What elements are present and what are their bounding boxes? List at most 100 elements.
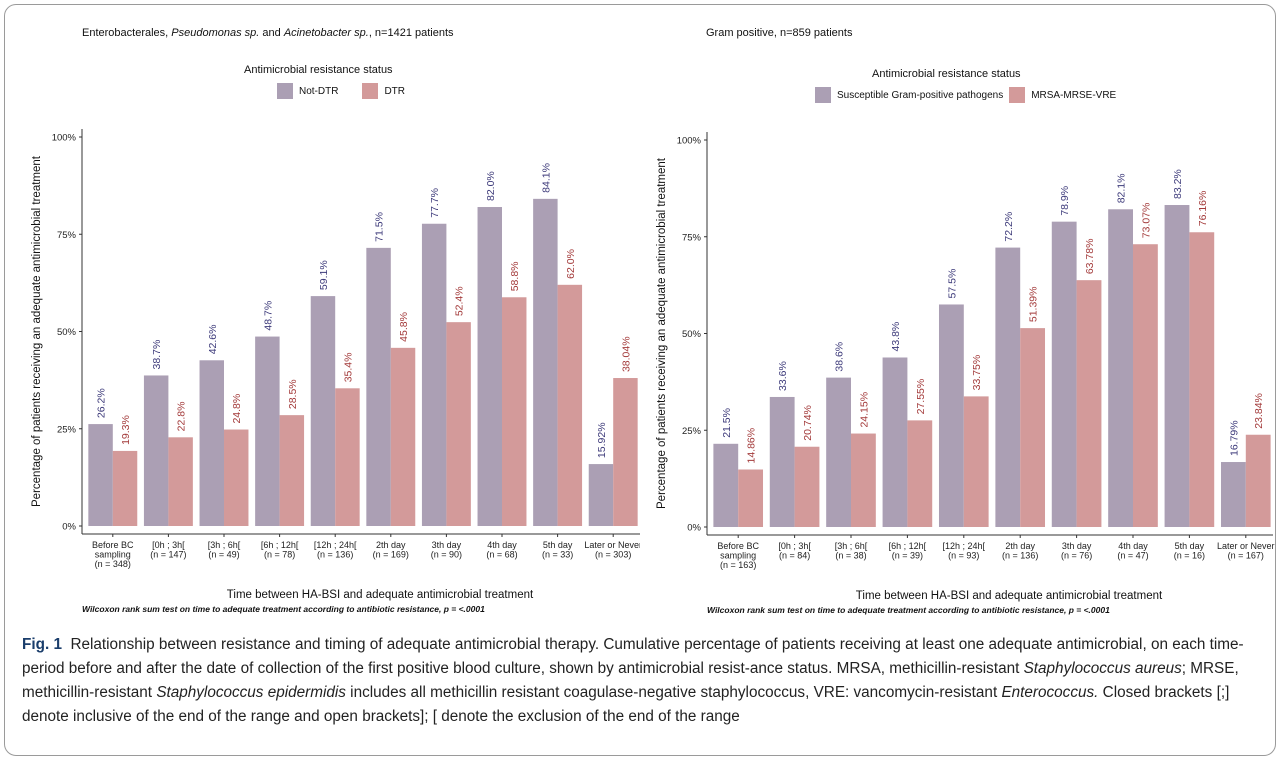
y-axis-label: Percentage of patients receiving an adeq… — [31, 155, 43, 507]
bar — [1220, 462, 1246, 527]
x-tick-label: (n = 136) — [1002, 551, 1038, 561]
panel-1-legend-title: Antimicrobial resistance status — [244, 64, 393, 76]
wilcoxon-note: Wilcoxon rank sum test on time to adequa… — [707, 605, 1110, 615]
data-label: 33.75% — [971, 355, 983, 391]
data-label: 43.8% — [890, 322, 902, 352]
x-tick-label: 5th day — [543, 540, 573, 550]
x-tick-label: (n = 136) — [317, 550, 353, 560]
data-label: 14.86% — [746, 428, 758, 464]
data-label: 48.7% — [262, 301, 274, 331]
data-label: 33.6% — [777, 361, 789, 391]
bar — [882, 357, 908, 527]
bar — [1189, 232, 1215, 527]
data-label: 28.5% — [287, 379, 299, 409]
legend-swatch-dtr — [362, 83, 379, 99]
data-label: 72.2% — [1003, 212, 1015, 242]
x-tick-label: sampling — [95, 550, 131, 560]
bar — [769, 396, 795, 527]
x-tick-label: [0h ; 3h[ — [778, 541, 811, 551]
data-label: 19.3% — [120, 415, 132, 445]
data-label: 63.78% — [1084, 239, 1096, 275]
bar — [588, 464, 614, 526]
bar — [88, 424, 113, 526]
bar — [502, 297, 527, 526]
bar — [1133, 244, 1158, 527]
data-label: 45.8% — [398, 312, 410, 342]
x-tick-label: (n = 163) — [720, 560, 756, 570]
bar — [446, 322, 471, 526]
data-label: 22.8% — [176, 402, 188, 432]
bar — [713, 443, 739, 527]
data-label: 38.04% — [620, 336, 632, 372]
bar — [477, 207, 502, 526]
panel-2-legend-title: Antimicrobial resistance status — [872, 68, 1021, 80]
x-tick-label: 3th day — [432, 540, 462, 550]
y-tick-label: 50% — [682, 329, 702, 340]
wilcoxon-note: Wilcoxon rank sum test on time to adequa… — [82, 604, 485, 614]
data-label: 73.07% — [1140, 203, 1152, 239]
bar — [143, 375, 169, 526]
y-tick-label: 0% — [687, 523, 701, 534]
bar — [1051, 221, 1077, 528]
legend-label-not-dtr: Not-DTR — [299, 85, 339, 97]
data-label: 77.7% — [429, 188, 441, 218]
data-label: 16.79% — [1228, 420, 1240, 456]
bar — [1076, 280, 1102, 527]
y-tick-label: 25% — [682, 426, 702, 437]
panel-1-legend: Not-DTR DTR — [277, 83, 405, 99]
bar — [1108, 209, 1133, 527]
bar — [963, 396, 989, 527]
bar — [255, 336, 280, 526]
data-label: 38.6% — [834, 342, 846, 372]
y-tick-label: 50% — [57, 327, 77, 338]
bar — [938, 304, 964, 527]
panel-1-title: Enterobacterales, Pseudomonas sp. and Ac… — [82, 27, 454, 39]
y-tick-label: 75% — [682, 232, 702, 243]
x-tick-label: (n = 47) — [1117, 551, 1148, 561]
x-tick-label: 4th day — [1118, 541, 1148, 551]
bar — [199, 360, 224, 526]
data-label: 59.1% — [318, 260, 330, 290]
x-tick-label: [6h ; 12h[ — [261, 540, 299, 550]
y-tick-label: 100% — [677, 136, 702, 147]
data-label: 20.74% — [802, 405, 814, 441]
x-tick-label: 2th day — [1005, 541, 1035, 551]
data-label: 24.8% — [231, 394, 243, 424]
bar — [112, 450, 138, 526]
bar — [1245, 434, 1271, 527]
bar-chart-gram-positive: 0% 25% 50% 75% 100% Percentage of patients re… — [656, 132, 1275, 615]
data-label: 52.4% — [454, 286, 466, 316]
x-tick-label: (n = 78) — [264, 550, 295, 560]
bar — [613, 378, 638, 526]
bar — [421, 223, 447, 526]
data-label: 62.0% — [565, 249, 577, 279]
x-tick-label: (n = 16) — [1174, 551, 1205, 561]
x-tick-label: (n = 49) — [208, 550, 239, 560]
bar — [279, 415, 305, 526]
panel-2-legend: Susceptible Gram-positive pathogens MRSA… — [815, 87, 1116, 103]
bar — [1164, 205, 1190, 528]
data-label: 83.2% — [1172, 169, 1184, 199]
x-tick-label: (n = 39) — [892, 551, 923, 561]
data-label: 21.5% — [721, 408, 733, 438]
bar — [310, 296, 336, 526]
bar — [168, 437, 193, 526]
bar — [335, 388, 360, 526]
y-tick-label: 100% — [52, 133, 77, 144]
data-label: 26.2% — [96, 388, 108, 418]
data-label: 58.8% — [509, 261, 521, 291]
legend-label-dtr: DTR — [384, 85, 406, 97]
x-tick-label: 3th day — [1062, 541, 1092, 551]
data-label: 84.1% — [540, 163, 552, 193]
bar — [1020, 328, 1046, 527]
x-tick-label: 4th day — [487, 540, 517, 550]
legend-swatch-not-dtr — [277, 83, 293, 99]
x-tick-label: Before BC — [717, 541, 759, 551]
y-tick-label: 0% — [62, 522, 76, 533]
bar — [907, 420, 933, 527]
x-tick-label: (n = 167) — [1228, 551, 1264, 561]
x-tick-label: sampling — [720, 551, 756, 561]
bar — [390, 347, 416, 526]
x-tick-label: 5th day — [1175, 541, 1205, 551]
x-tick-label: [12h ; 24h[ — [943, 541, 986, 551]
